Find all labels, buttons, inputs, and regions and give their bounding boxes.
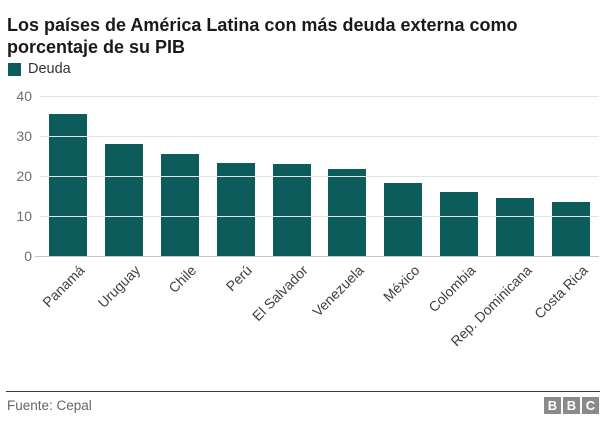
y-tick-label: 40 [16,88,32,104]
x-label-slot: México [375,259,431,373]
legend-label: Deuda [28,61,71,77]
gridline [40,176,599,177]
bar-slot [431,192,487,256]
bar-panam- [48,114,87,256]
bar-uruguay [104,143,143,256]
bbc-logo: B B C [544,397,599,414]
gridline [40,216,599,217]
bar-costa-rica [552,202,591,256]
x-category-label: Perú [222,262,255,295]
bar-slot [40,114,96,256]
bar-colombia [440,192,479,256]
gridline [40,136,599,137]
gridline [40,96,599,97]
x-label-slot: Panamá [39,259,96,373]
bar-chile [160,154,199,256]
x-label-slot: Rep. Dominicana [447,259,543,373]
x-category-label: Chile [165,262,200,296]
x-category-label: Panamá [39,262,88,311]
footer-divider [6,391,600,392]
x-label-slot: El Salvador [249,259,320,373]
x-axis-labels: Panamá Uruguay Chile Perú El Salvador Venezue… [39,259,599,373]
x-label-slot: Venezuela [309,259,376,373]
legend-swatch-icon [8,62,21,76]
bars-container [40,96,599,256]
bar-per- [216,162,255,256]
x-label-slot: Costa Rica [531,259,599,373]
bar-rep-dominicana [496,198,535,256]
bar-slot [543,202,599,256]
bar-slot [96,143,152,256]
bar-slot [487,198,543,256]
bar-slot [264,163,320,256]
plot-area: 40 30 20 10 0 [16,88,599,264]
bbc-logo-letter: B [563,397,580,414]
bbc-logo-letter: B [544,397,561,414]
y-tick-label: 10 [16,208,32,224]
bar-el-salvador [272,163,311,256]
x-label-slot: Uruguay [94,259,152,373]
bar-slot [208,162,264,256]
bar-slot [152,154,208,256]
y-tick-label: 30 [16,128,32,144]
bar-m-xico [384,182,423,256]
bbc-logo-letter: C [582,397,599,414]
x-category-label: Uruguay [94,262,144,311]
x-label-slot: Chile [152,259,208,373]
x-axis-baseline [35,256,599,257]
x-category-label: Colombia [425,262,479,316]
bar-venezuela [328,168,367,256]
source-label: Fuente: Cepal [7,398,92,413]
bar-slot [320,168,376,256]
y-tick-label: 0 [24,248,32,264]
x-category-label: México [380,262,423,305]
bar-slot [375,182,431,256]
y-tick-label: 20 [16,168,32,184]
chart-title: Los países de América Latina con más deu… [7,15,518,57]
legend: Deuda [8,61,71,77]
